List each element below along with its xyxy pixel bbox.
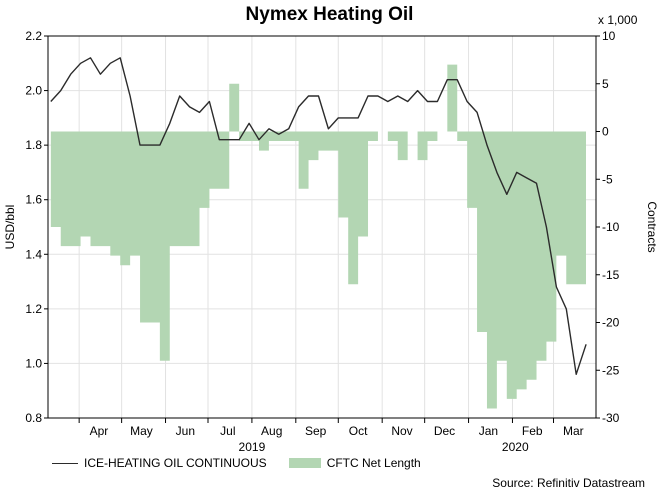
right-axis-label: Contracts xyxy=(645,201,659,252)
right-tick-label: 5 xyxy=(602,77,609,91)
right-tick-label: -10 xyxy=(602,220,620,234)
line-series-layer xyxy=(50,57,587,375)
x-tick-label: Sep xyxy=(305,424,327,438)
x-tick-label: Jun xyxy=(176,424,195,438)
area-series-layer xyxy=(50,64,587,409)
source-note: Source: Refinitiv Datastream xyxy=(492,476,645,490)
left-tick-label: 0.8 xyxy=(25,411,42,425)
legend: ICE-HEATING OIL CONTINUOUS CFTC Net Leng… xyxy=(52,456,443,470)
series-area-cftc xyxy=(50,64,587,409)
x-tick-label: Oct xyxy=(349,424,368,438)
chart-title: Nymex Heating Oil xyxy=(245,4,414,25)
right-axis-unit: x 1,000 xyxy=(598,13,638,27)
right-tick-label: -25 xyxy=(602,363,620,377)
right-tick-label: -20 xyxy=(602,316,620,330)
left-tick-label: 2.0 xyxy=(25,84,42,98)
legend-line-swatch xyxy=(52,462,78,464)
left-tick-label: 1.4 xyxy=(25,247,42,261)
legend-label-cftc: CFTC Net Length xyxy=(326,456,421,470)
x-year-label: 2020 xyxy=(502,440,529,454)
right-tick-label: 10 xyxy=(602,29,616,43)
right-axis-ticks: -30 -25 -20 -15 -10 -5 0 5 10 xyxy=(596,29,620,425)
series-line-heating-oil xyxy=(50,57,587,375)
x-tick-label: Nov xyxy=(391,424,412,438)
x-tick-label: Apr xyxy=(90,424,109,438)
x-tick-label: Feb xyxy=(522,424,543,438)
x-tick-label: Jul xyxy=(220,424,235,438)
left-axis-ticks: 0.8 1.0 1.2 1.4 1.6 1.8 2.0 2.2 xyxy=(25,29,48,425)
x-tick-label: Dec xyxy=(434,424,455,438)
left-tick-label: 1.8 xyxy=(25,138,42,152)
x-year-label: 2019 xyxy=(239,440,266,454)
left-tick-label: 1.0 xyxy=(25,356,42,370)
x-tick-label: Aug xyxy=(261,424,282,438)
right-tick-label: -15 xyxy=(602,268,620,282)
left-axis-label: USD/bbl xyxy=(3,205,17,250)
right-tick-label: -5 xyxy=(602,172,613,186)
right-tick-label: -30 xyxy=(602,411,620,425)
x-tick-label: May xyxy=(130,424,153,438)
legend-item-heating-oil: ICE-HEATING OIL CONTINUOUS xyxy=(52,456,267,470)
legend-label-heating-oil: ICE-HEATING OIL CONTINUOUS xyxy=(84,456,267,470)
legend-item-cftc: CFTC Net Length xyxy=(288,456,421,470)
left-tick-label: 2.2 xyxy=(25,29,42,43)
right-tick-label: 0 xyxy=(602,125,609,139)
x-axis-ticks: Apr May Jun Jul Aug Sep Oct Nov Dec Jan Feb Mar 2019… xyxy=(78,418,584,454)
left-tick-label: 1.6 xyxy=(25,193,42,207)
x-tick-label: Mar xyxy=(563,424,584,438)
left-tick-label: 1.2 xyxy=(25,302,42,316)
legend-area-swatch xyxy=(288,458,321,468)
x-tick-label: Jan xyxy=(479,424,498,438)
